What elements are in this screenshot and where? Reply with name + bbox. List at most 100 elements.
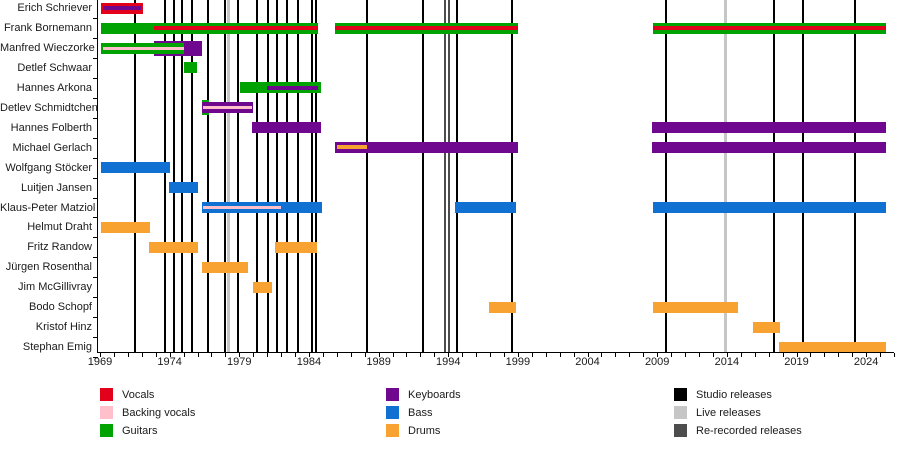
tenure-bar-keyboards: [652, 122, 887, 134]
y-axis-tick: [93, 18, 98, 20]
tenure-stripe-vocals: [154, 26, 318, 31]
legend-item-live: Live releases: [674, 406, 802, 419]
y-axis-tick: [93, 177, 98, 179]
legend-swatch-live: [674, 406, 687, 419]
legend-item-studio: Studio releases: [674, 388, 802, 401]
x-axis-minor-tick: [378, 353, 380, 357]
studio-release-line: [223, 0, 226, 352]
member-label: Michael Gerlach: [12, 141, 92, 154]
tenure-bar-drums: [779, 341, 887, 353]
tenure-bar-bass: [653, 202, 887, 213]
y-axis-tick: [93, 356, 98, 358]
tenure-bar-keyboards: [335, 142, 518, 154]
member-label: Fritz Randow: [27, 241, 92, 254]
tenure-stripe-drums: [336, 144, 368, 149]
member-label: Klaus-Peter Matziol: [0, 201, 96, 214]
y-axis-tick: [93, 38, 98, 40]
member-label: Wolfgang Stöcker: [5, 161, 92, 174]
tenure-bar-bass: [101, 162, 171, 174]
y-axis-tick: [93, 117, 98, 119]
studio-release-line: [511, 0, 514, 352]
x-axis-minor-tick: [587, 353, 589, 357]
x-axis-tick-label: 1979: [227, 356, 252, 368]
studio-release-line: [314, 0, 317, 352]
studio-release-line: [181, 0, 184, 352]
legend-column: Keyboards Bass Drums: [386, 388, 461, 442]
studio-release-line: [310, 0, 313, 352]
x-axis-minor-tick: [100, 353, 101, 357]
y-axis-tick: [93, 197, 98, 199]
studio-release-line: [455, 0, 458, 352]
legend-label: Bass: [408, 406, 433, 419]
tenure-bar-guitars: [101, 42, 185, 54]
legend-swatch-vocals: [100, 388, 113, 401]
tenure-bar-bass: [455, 202, 516, 213]
x-axis-minor-tick: [420, 353, 422, 357]
x-axis-minor-tick: [141, 353, 143, 357]
studio-release-line: [256, 0, 259, 352]
x-axis-minor-tick: [239, 353, 241, 357]
x-axis-minor-tick: [225, 353, 227, 357]
x-axis-minor-tick: [796, 353, 798, 357]
x-axis-minor-tick: [434, 353, 436, 357]
member-label: Detlev Schmidtchen: [0, 101, 98, 114]
tenure-bar-guitars: [335, 22, 518, 34]
x-axis-tick-label: 2019: [784, 356, 809, 368]
x-axis-tick-label: 1999: [505, 356, 531, 368]
x-axis-minor-tick: [545, 353, 547, 357]
x-axis-minor-tick: [685, 353, 687, 357]
legend-item-bass: Bass: [386, 406, 461, 419]
legend-swatch-guitars: [100, 424, 113, 437]
tenure-bar-keyboards: [652, 142, 887, 154]
x-axis-minor-tick: [824, 353, 826, 357]
x-axis-minor-tick: [852, 353, 854, 357]
x-axis-minor-tick: [726, 353, 728, 357]
studio-release-line: [296, 0, 299, 352]
x-axis-tick-label: 1984: [296, 356, 322, 368]
x-axis-tick-label: 1994: [436, 356, 461, 368]
x-axis-minor-tick: [295, 353, 297, 357]
x-axis-minor-tick: [490, 353, 492, 357]
studio-release-line: [133, 0, 136, 352]
legend-label: Keyboards: [408, 388, 461, 401]
member-label: Erich Schriever: [17, 2, 92, 15]
x-axis-minor-tick: [698, 353, 700, 357]
y-axis-tick: [93, 137, 98, 139]
tenure-stripe-vocals: [335, 26, 518, 31]
y-axis-tick: [93, 157, 98, 159]
tenure-stripe-backing_vocals: [203, 106, 252, 110]
tenure-bar-keyboards: [201, 102, 253, 114]
x-axis-minor-tick: [531, 353, 533, 357]
x-axis-minor-tick: [740, 353, 742, 357]
x-axis-tick-label: 1989: [366, 356, 391, 368]
legend-label: Live releases: [696, 406, 761, 419]
tenure-bar-guitars: [239, 82, 321, 94]
x-axis-minor-tick: [253, 353, 255, 357]
tenure-bar-drums: [201, 261, 249, 273]
x-axis-minor-tick: [211, 353, 213, 357]
y-axis-tick: [93, 77, 98, 79]
studio-release-line: [236, 0, 239, 352]
tenure-bar-drums: [489, 301, 516, 313]
x-axis-minor-tick: [336, 353, 338, 357]
studio-release-line: [422, 0, 425, 352]
legend-label: Vocals: [122, 388, 155, 401]
x-axis-minor-tick: [601, 353, 603, 357]
tenure-bar-bass: [201, 202, 323, 213]
live-release-line: [227, 0, 231, 352]
x-axis-minor-tick: [573, 353, 575, 357]
legend-swatch-studio: [674, 388, 687, 401]
y-axis-tick: [93, 217, 98, 219]
x-axis-minor-tick: [476, 353, 478, 357]
x-axis-minor-tick: [127, 353, 129, 357]
tenure-bar-guitars: [653, 22, 886, 34]
tenure-stripe-backing_vocals: [102, 46, 184, 50]
legend-label: Backing vocals: [122, 406, 196, 419]
member-label: Helmut Draht: [27, 221, 92, 234]
x-axis-minor-tick: [267, 353, 269, 357]
x-axis-minor-tick: [559, 353, 561, 357]
legend-swatch-rerecorded: [674, 424, 687, 437]
studio-release-line: [266, 0, 269, 352]
studio-release-line: [366, 0, 369, 352]
